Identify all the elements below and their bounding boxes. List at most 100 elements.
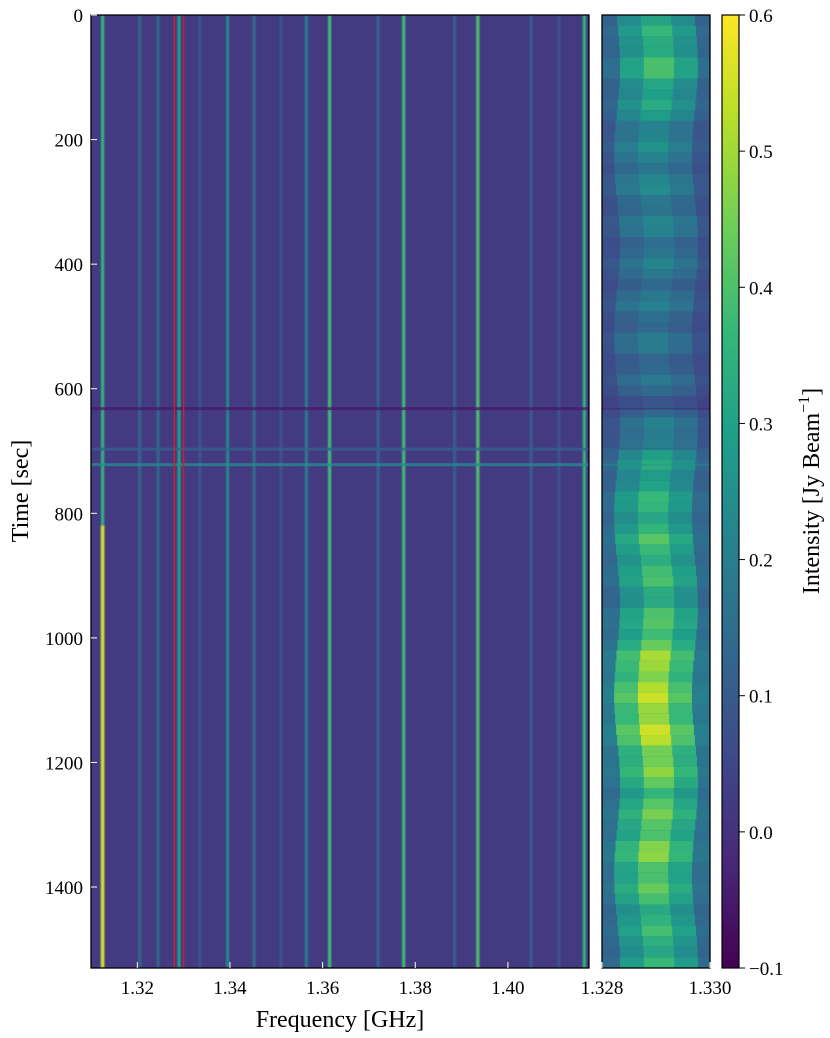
zoom-strip-peak — [638, 883, 669, 895]
zoom-strip-peak — [639, 300, 670, 313]
x-tick-label: 1.36 — [306, 978, 339, 999]
y-tick-label: 1400 — [45, 878, 83, 899]
spectral-line — [252, 15, 256, 968]
spectral-line — [557, 15, 561, 968]
colorbar-label-close: ] — [799, 388, 825, 396]
y-tick-label: 800 — [55, 504, 84, 525]
spectral-line — [304, 15, 309, 968]
x-axis-label: Frequency [GHz] — [256, 1007, 425, 1033]
spectral-line — [582, 15, 586, 968]
zoom-strip-peak — [640, 555, 672, 567]
spectral-line — [453, 15, 457, 968]
x-tick-label: 1.34 — [213, 978, 247, 999]
main-y-ticks: 0 200 400 600 800 1000 1200 1400 — [45, 6, 97, 899]
zoom-strip-peak — [642, 925, 673, 937]
zoom-strip-peak — [643, 946, 674, 959]
zoom-strip-peak — [641, 205, 673, 217]
zoom-strip-peak — [643, 607, 674, 620]
spectral-line — [226, 15, 230, 968]
zoom-strip-peak — [638, 131, 669, 143]
zoom-strip-peak — [639, 480, 670, 493]
zoom-strip-peak — [642, 756, 674, 768]
zoom-strip-peak — [637, 152, 669, 164]
colorbar-tick-label: 0.5 — [749, 142, 773, 163]
zoom-strip-peak — [637, 682, 669, 694]
rfi-band — [91, 407, 589, 411]
zoom-strip-peak — [642, 565, 673, 577]
zoom-strip-peak — [643, 597, 675, 609]
highlight-band — [173, 15, 185, 968]
zoom-strip-peak — [642, 576, 674, 588]
zoom-strip-peak — [642, 449, 673, 461]
colorbar-tick-label: 0.2 — [749, 551, 773, 572]
zoom-strip-peak — [642, 936, 674, 948]
y-tick-label: 200 — [55, 131, 84, 152]
zoom-strip-peak — [640, 470, 671, 482]
zoom-strip-peak — [641, 25, 673, 37]
colorbar-label-sup: −1 — [796, 396, 813, 413]
y-tick-label: 0 — [74, 6, 84, 27]
zoom-strip-peak — [640, 915, 672, 927]
zoom-strip-peak — [638, 163, 669, 175]
zoom-strip-peak — [643, 237, 675, 249]
zoom-strip-peak — [640, 15, 672, 27]
zoom-strip-peak — [643, 618, 674, 630]
zoom-strip-peak — [639, 904, 671, 916]
zoom-strip-peak — [641, 99, 672, 111]
zoom-strip-peak — [642, 36, 674, 48]
colorbar-tick-label: 0.0 — [749, 823, 773, 844]
zoom-strip-peak — [643, 226, 674, 238]
spectral-line — [138, 15, 142, 968]
colorbar-tick-label: 0.1 — [749, 687, 773, 708]
zoom-strip-peak — [643, 777, 675, 789]
colorbar-frame — [721, 14, 740, 969]
zoom-strip-peak — [643, 766, 674, 778]
zoom-strip-peak — [638, 523, 669, 535]
main-heatmap-background — [91, 15, 589, 968]
zoom-strip-peak — [642, 396, 674, 408]
zoom-strip-peak — [640, 830, 671, 842]
y-tick-label: 1200 — [45, 753, 83, 774]
zoom-strip-peak — [643, 247, 674, 260]
zoom-strip-peak — [641, 819, 672, 831]
zoom-strip-peak — [643, 957, 675, 968]
zoom-strip-peak — [640, 110, 671, 122]
zoom-strip-peak — [643, 427, 674, 440]
zoom-strip-peak — [639, 660, 670, 673]
zoom-strip-peak — [637, 512, 669, 524]
colorbar-tick-label: 0.3 — [749, 414, 773, 435]
zoom-x-ticks: 1.328 1.330 — [581, 962, 731, 999]
zoom-rfi-band — [602, 463, 710, 466]
zoom-rfi-band — [602, 448, 710, 451]
main-x-ticks: 1.32 1.34 1.36 1.38 1.40 — [121, 962, 525, 999]
zoom-strip-peak — [637, 692, 669, 704]
zoom-strip-peak — [638, 713, 670, 726]
colorbar-label-text: Intensity [Jy Beam — [799, 413, 825, 595]
zoom-strip-peak — [639, 184, 671, 196]
rfi-band — [91, 463, 589, 467]
zoom-strip-peak — [638, 311, 669, 323]
zoom-strip-peak — [642, 269, 673, 281]
zoom-strip-peak — [643, 258, 674, 270]
zoom-strip-peak — [637, 332, 669, 344]
zoom-strip-peak — [643, 67, 675, 80]
main-axes-frame — [90, 14, 590, 969]
colorbar: −0.1 0.0 0.1 0.2 0.3 0.4 0.5 0.6 Intensity [Jy … — [721, 6, 825, 980]
x-tick-label: 1.32 — [121, 978, 154, 999]
zoom-strip-peak — [639, 840, 670, 853]
spectral-line — [198, 15, 202, 968]
colorbar-ticks: −0.1 0.0 0.1 0.2 0.3 0.4 0.5 0.6 — [739, 6, 783, 980]
zoom-strip-peak — [643, 798, 674, 810]
y-tick-label: 1000 — [45, 629, 83, 650]
zoom-strip-peak — [638, 671, 669, 683]
y-axis-label: Time [sec] — [8, 440, 34, 542]
main-heatmap-panel: 1.32 1.34 1.36 1.38 1.40 0 200 400 600 800 1000 12… — [8, 6, 590, 1033]
zoom-strip-peak — [637, 862, 669, 874]
zoom-strip-peak — [643, 586, 674, 598]
zoom-strip-peak — [641, 279, 672, 291]
zoom-heatmap-panel: 1.328 1.330 — [581, 14, 731, 999]
zoom-strip-peak — [640, 735, 672, 747]
spectral-line — [376, 15, 380, 968]
zoom-x-tick-label: 1.328 — [581, 978, 624, 999]
zoom-strip-peak — [637, 502, 669, 514]
